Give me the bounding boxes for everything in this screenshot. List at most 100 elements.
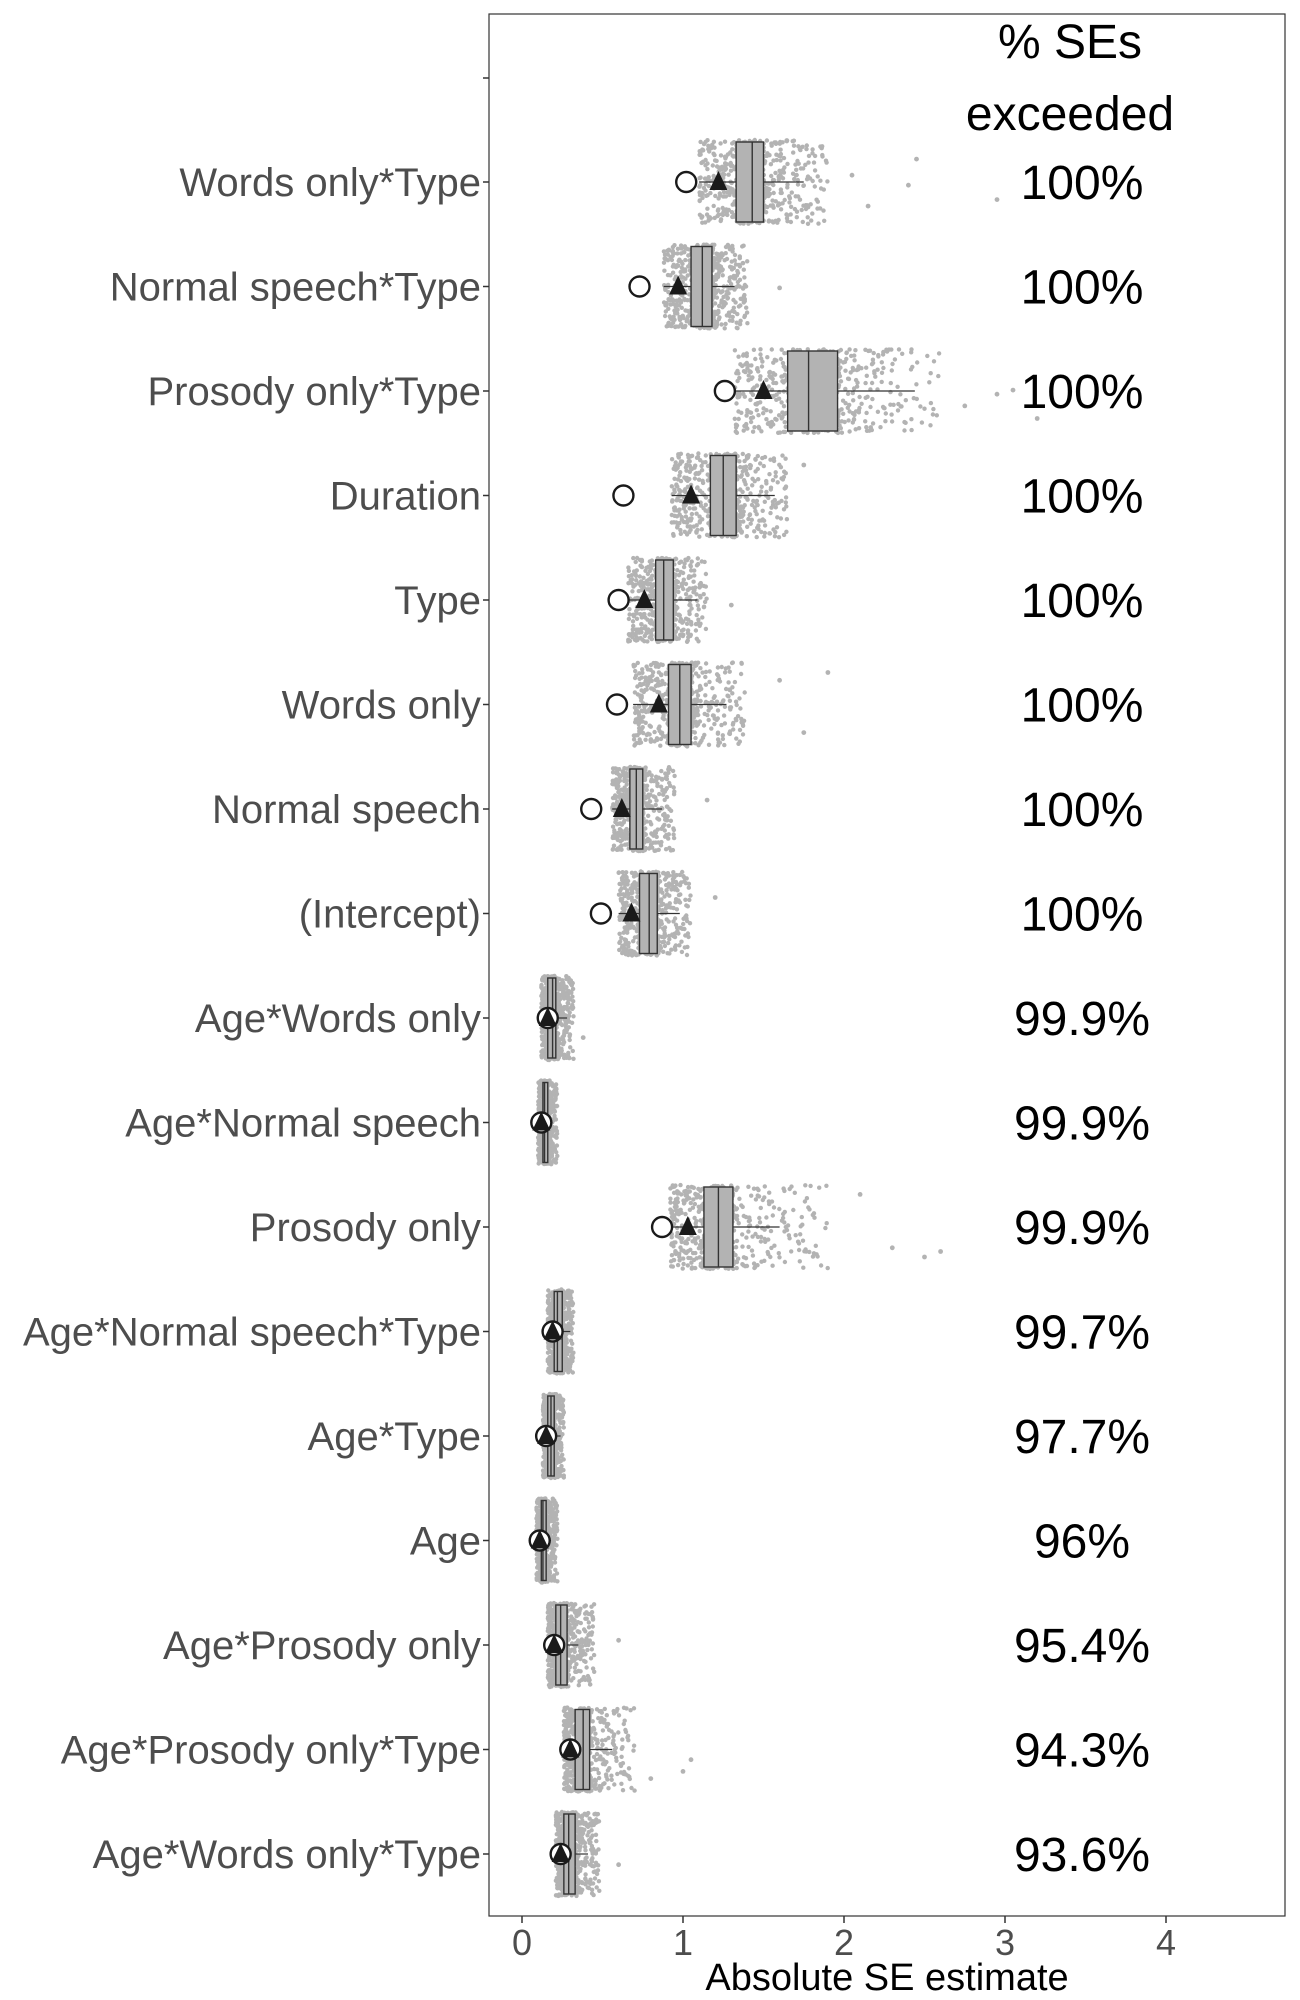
jitter-point xyxy=(928,423,933,428)
jitter-point xyxy=(656,847,661,852)
jitter-point xyxy=(707,679,712,685)
jitter-point xyxy=(853,409,859,414)
jitter-point xyxy=(685,520,690,525)
jitter-point xyxy=(764,377,769,383)
jitter-point xyxy=(727,310,732,315)
jitter-point xyxy=(687,506,692,511)
jitter-point xyxy=(793,162,798,167)
jitter-point xyxy=(769,347,774,352)
jitter-point xyxy=(867,348,873,353)
jitter-point xyxy=(716,165,722,170)
jitter-point xyxy=(671,317,676,322)
jitter-point xyxy=(745,259,750,264)
jitter-point xyxy=(734,401,739,406)
jitter-point xyxy=(721,189,727,195)
jitter-point xyxy=(695,556,700,561)
jitter-point xyxy=(728,281,734,287)
jitter-point xyxy=(610,847,615,852)
jitter-point xyxy=(768,409,773,414)
jitter-point xyxy=(634,616,640,621)
jitter-point xyxy=(788,219,794,225)
jitter-point xyxy=(722,258,727,263)
jitter-point xyxy=(849,353,854,359)
jitter-point xyxy=(890,361,895,367)
jitter-point xyxy=(792,206,798,212)
jitter-point xyxy=(839,407,844,412)
jitter-point xyxy=(810,211,815,216)
jitter-point xyxy=(762,523,768,528)
jitter-point xyxy=(757,377,763,382)
jitter-point xyxy=(644,787,649,792)
jitter-point xyxy=(879,370,885,375)
jitter-point xyxy=(740,363,745,369)
jitter-point xyxy=(791,143,797,148)
jitter-point xyxy=(740,244,745,249)
jitter-point xyxy=(780,453,785,458)
jitter-point xyxy=(719,212,724,217)
jitter-point xyxy=(730,691,735,696)
jitter-point xyxy=(773,170,778,176)
jitter-point xyxy=(705,206,710,211)
jitter-point xyxy=(741,267,746,272)
jitter-point xyxy=(841,411,846,416)
jitter-point xyxy=(627,607,632,612)
jitter-point xyxy=(746,373,751,378)
jitter-point xyxy=(661,260,667,265)
jitter-point xyxy=(703,188,708,193)
jitter-point xyxy=(610,807,615,813)
jitter-point xyxy=(745,472,750,478)
jitter-point xyxy=(668,848,674,853)
jitter-point xyxy=(727,731,733,737)
jitter-point xyxy=(715,208,721,213)
jitter-point xyxy=(705,193,710,198)
jitter-point xyxy=(753,356,758,362)
jitter-point xyxy=(758,461,763,466)
jitter-point xyxy=(712,721,717,727)
jitter-point xyxy=(740,286,746,291)
jitter-point xyxy=(732,276,738,281)
jitter-point xyxy=(744,534,749,539)
jitter-point xyxy=(640,725,645,730)
jitter-point xyxy=(780,477,786,482)
jitter-point xyxy=(729,267,735,272)
jitter-point xyxy=(750,375,755,380)
jitter-point xyxy=(683,581,689,587)
jitter-point xyxy=(776,201,781,206)
jitter-point xyxy=(719,322,724,327)
outlier-point xyxy=(906,182,911,188)
jitter-point xyxy=(636,588,641,594)
jitter-point xyxy=(674,498,679,503)
jitter-point xyxy=(701,605,707,610)
jitter-point xyxy=(639,622,644,627)
jitter-point xyxy=(684,621,690,626)
jitter-point xyxy=(693,735,698,741)
jitter-point xyxy=(706,742,712,747)
jitter-point xyxy=(694,663,699,668)
jitter-point xyxy=(768,162,774,167)
jitter-point xyxy=(685,630,691,636)
jitter-point xyxy=(753,469,758,474)
outlier-point xyxy=(849,172,855,178)
jitter-point xyxy=(779,347,784,352)
jitter-point xyxy=(680,261,685,266)
jitter-point xyxy=(799,207,804,213)
jitter-point xyxy=(783,495,789,500)
jitter-point xyxy=(779,190,784,196)
jitter-point xyxy=(655,737,660,742)
jitter-point xyxy=(686,459,691,464)
jitter-point xyxy=(756,424,761,430)
jitter-point xyxy=(644,687,649,692)
jitter-point xyxy=(642,633,647,639)
jitter-point xyxy=(909,427,914,433)
jitter-point xyxy=(930,412,936,417)
jitter-point xyxy=(727,687,732,692)
jitter-point xyxy=(698,621,703,626)
jitter-point xyxy=(780,360,786,366)
jitter-point xyxy=(687,454,693,459)
jitter-point xyxy=(700,191,705,197)
jitter-point xyxy=(633,673,639,678)
jitter-point xyxy=(703,571,709,577)
jitter-point xyxy=(667,767,672,772)
jitter-point xyxy=(792,176,797,182)
